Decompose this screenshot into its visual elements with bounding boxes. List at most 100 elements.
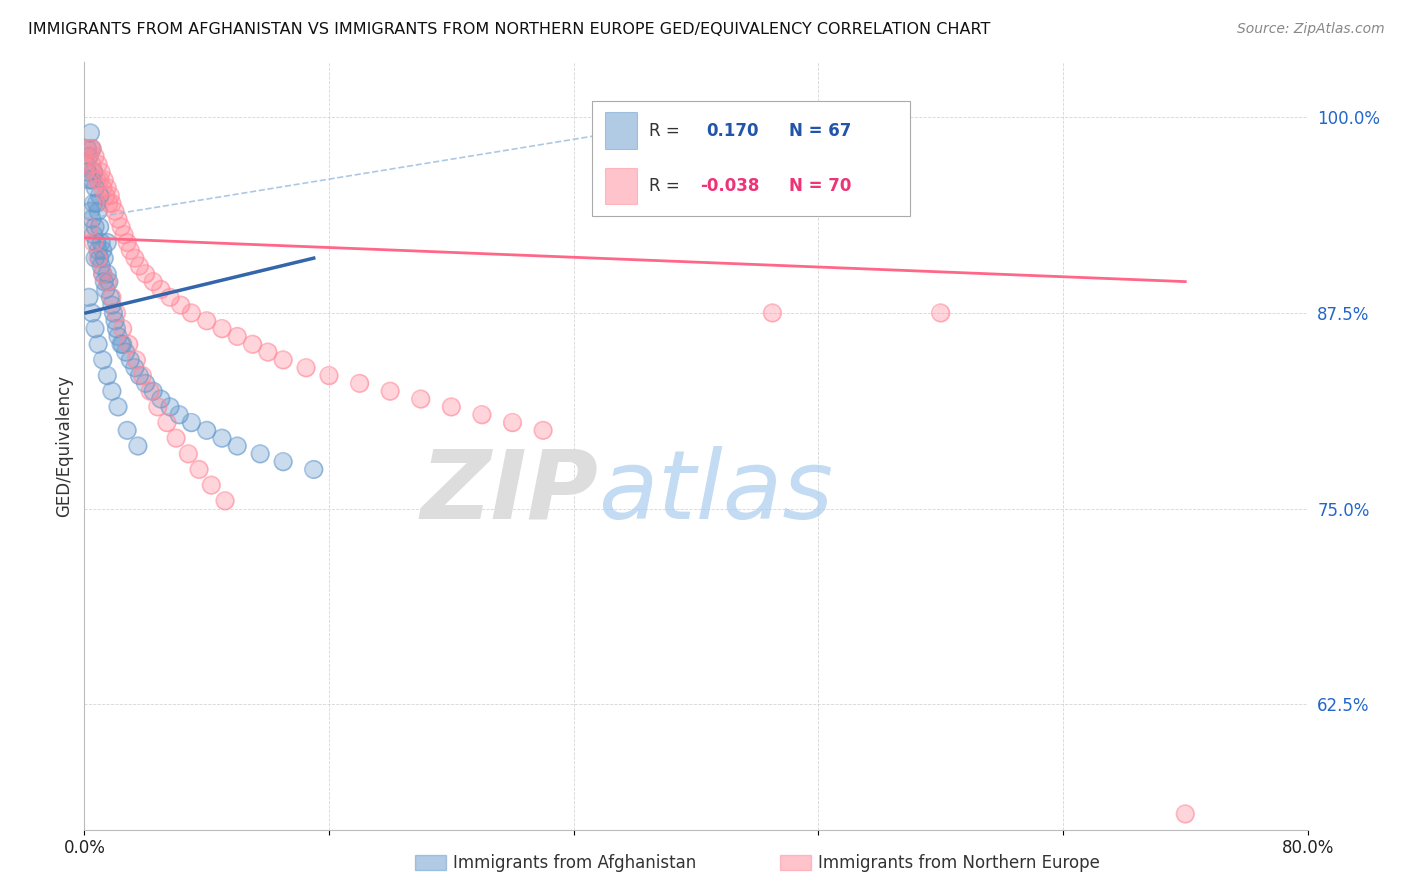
- Point: [87, 204, 110, 219]
- Point: [142, 384, 165, 399]
- Point: [170, 298, 193, 312]
- Point: [271, 455, 294, 469]
- Point: [76, 142, 98, 156]
- Text: Immigrants from Afghanistan: Immigrants from Afghanistan: [453, 854, 696, 871]
- Point: [195, 314, 218, 328]
- Point: [84, 180, 107, 194]
- Point: [104, 204, 127, 219]
- Point: [90, 165, 112, 179]
- Point: [96, 368, 118, 383]
- Point: [87, 337, 110, 351]
- Point: [139, 384, 162, 399]
- Point: [440, 400, 463, 414]
- Point: [180, 416, 202, 430]
- Point: [380, 384, 402, 399]
- Point: [409, 392, 432, 406]
- Point: [77, 149, 100, 163]
- Point: [105, 306, 128, 320]
- Point: [83, 235, 105, 250]
- Point: [124, 251, 146, 265]
- Point: [114, 345, 136, 359]
- Point: [128, 259, 150, 273]
- Point: [125, 352, 148, 367]
- Point: [180, 306, 202, 320]
- Point: [93, 251, 115, 265]
- Point: [80, 306, 103, 320]
- Point: [349, 376, 371, 391]
- Point: [83, 165, 105, 179]
- Point: [115, 235, 138, 250]
- Point: [79, 142, 101, 156]
- Point: [83, 165, 105, 179]
- Point: [127, 439, 149, 453]
- Point: [257, 345, 280, 359]
- Point: [101, 196, 124, 211]
- Point: [380, 384, 402, 399]
- Point: [142, 384, 165, 399]
- Point: [149, 392, 172, 406]
- Point: [120, 244, 142, 258]
- Point: [83, 227, 105, 242]
- Point: [101, 384, 124, 399]
- Point: [90, 165, 112, 179]
- Point: [200, 478, 222, 492]
- Point: [502, 416, 524, 430]
- Point: [110, 337, 132, 351]
- Point: [90, 235, 112, 250]
- Point: [91, 244, 114, 258]
- Point: [97, 196, 120, 211]
- Point: [101, 298, 124, 312]
- Point: [77, 149, 100, 163]
- Point: [211, 321, 233, 335]
- Point: [83, 196, 105, 211]
- Point: [83, 227, 105, 242]
- Point: [139, 384, 162, 399]
- Point: [115, 423, 138, 437]
- Point: [79, 204, 101, 219]
- Point: [96, 275, 118, 289]
- Point: [107, 400, 129, 414]
- Point: [76, 165, 98, 179]
- Point: [249, 447, 271, 461]
- Point: [91, 267, 114, 281]
- Point: [188, 462, 211, 476]
- Point: [128, 368, 150, 383]
- Point: [77, 290, 100, 304]
- Point: [111, 337, 134, 351]
- Point: [761, 306, 783, 320]
- Point: [120, 352, 142, 367]
- Point: [156, 416, 179, 430]
- Point: [271, 352, 294, 367]
- Point: [93, 275, 115, 289]
- Point: [93, 275, 115, 289]
- Point: [103, 306, 125, 320]
- Point: [84, 149, 107, 163]
- Point: [131, 368, 153, 383]
- Point: [302, 462, 325, 476]
- Point: [80, 142, 103, 156]
- Point: [167, 408, 190, 422]
- Point: [83, 165, 105, 179]
- Point: [77, 149, 100, 163]
- Point: [124, 360, 146, 375]
- Point: [91, 267, 114, 281]
- Point: [75, 157, 97, 171]
- Point: [80, 173, 103, 187]
- Point: [97, 275, 120, 289]
- Point: [195, 314, 218, 328]
- Point: [125, 352, 148, 367]
- Point: [128, 368, 150, 383]
- Point: [80, 212, 103, 227]
- Point: [87, 157, 110, 171]
- Point: [90, 259, 112, 273]
- Point: [103, 306, 125, 320]
- Point: [271, 455, 294, 469]
- Point: [98, 290, 121, 304]
- Point: [124, 360, 146, 375]
- Point: [101, 298, 124, 312]
- Point: [180, 416, 202, 430]
- Point: [80, 306, 103, 320]
- Point: [80, 142, 103, 156]
- Point: [146, 400, 169, 414]
- Point: [96, 180, 118, 194]
